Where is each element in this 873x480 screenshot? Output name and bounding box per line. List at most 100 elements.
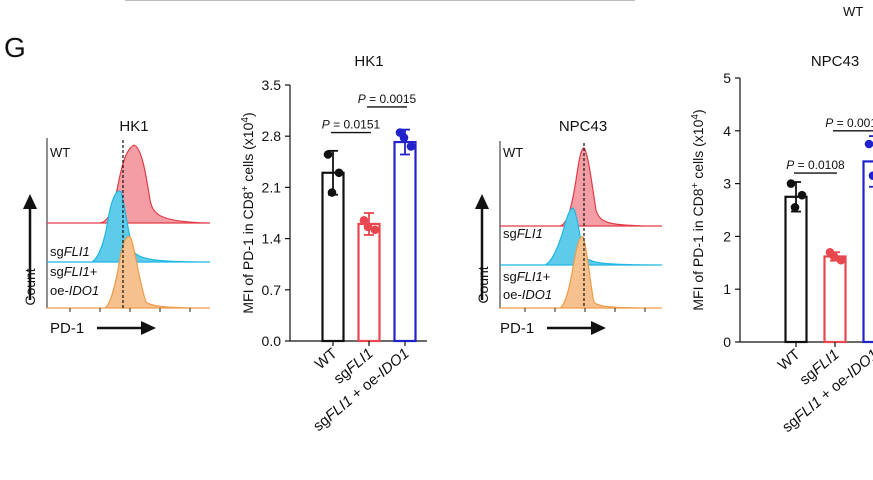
sgfli1-oe-ido1-histogram-curve [500,236,663,309]
data-point [868,171,873,180]
track-label-oe-line2-plain: oe- [50,283,69,298]
bar [823,255,847,344]
data-point [406,142,416,151]
count-arrow-head [475,194,489,209]
y-label-sup: 4 [690,114,701,120]
y-tick-label: 1 [723,281,731,297]
y-label-part: cells (x10 [690,119,706,182]
p-symbol: P [786,158,794,172]
y-tick-label: 2.8 [262,128,282,144]
track-label-oe-line2: oe-IDO1 [503,287,552,302]
data-point [864,139,873,149]
data-point [399,133,409,142]
pd1-axis-label: PD-1 [500,320,534,337]
count-axis-label: Count [475,266,491,303]
count-axis-label: Count [22,268,38,305]
y-label-sup: + [240,185,251,191]
track-label-oe-line2: oe-IDO1 [50,283,99,298]
chart-title: HK1 [354,53,383,70]
y-tick-label: 0.7 [262,282,282,298]
data-point [836,255,846,265]
track-label-oe-line2-plain: oe- [503,287,522,302]
x-category-label: WT [775,346,804,374]
data-point [797,190,807,200]
histogram-npc43: NPC43 WT sgFLI1 sgFLI1+ oe-IDO1 Count PD… [475,118,663,337]
panel-letter: G [4,32,26,63]
p-value-label: P = 0.0108 [786,158,845,172]
track-label-sgfli1-plain: sg [50,244,64,259]
p-symbol: P [322,118,330,132]
count-arrow-head [23,194,37,209]
data-point [786,179,796,188]
p-value-label: P = 0.0010 [825,116,873,130]
data-point [790,203,800,212]
y-tick-label: 2 [723,228,731,244]
wt-histogram-curve [500,147,663,227]
data-point [359,216,369,225]
y-axis-label: MFI of PD-1 in CD8+ cells (x104) [240,112,257,313]
y-tick-label: 0 [723,334,731,350]
data-point [323,150,333,159]
corner-label: WT [843,4,863,19]
histogram-title: HK1 [119,118,148,135]
track-label-sgfli1-plain: sg [503,226,517,241]
p-value-label: P = 0.0015 [358,92,417,106]
track-label-sgfli1-italic: FLI1 [64,244,90,259]
histogram-x-ticks [524,308,646,312]
y-tick-label: 3.5 [262,77,282,93]
histogram-title: NPC43 [559,118,607,135]
track-label-wt: WT [503,145,523,160]
p-value: = 0.0015 [366,92,417,106]
bar-chart-npc43: NPC43 0 1 2 3 4 5 MFI of PD-1 in CD8+ cells (x1… [690,53,873,436]
data-point [370,225,380,235]
y-tick-label: 0.0 [262,333,282,349]
sgfli1-oe-ido1-histogram-curve [47,236,211,309]
p-value-label: P = 0.0151 [322,118,381,132]
y-tick-label: 5 [723,70,731,86]
track-label-oe-line2-italic: IDO1 [522,287,552,302]
data-point [363,222,373,232]
track-label-sgfli1-italic: FLI1 [517,226,543,241]
y-label-part: ) [240,112,256,117]
p-symbol: P [358,92,366,106]
wt-histogram-curve [47,144,211,224]
bar [862,160,873,344]
p-value: = 0.0108 [794,158,845,172]
y-tick-label: 3 [723,176,731,192]
data-point [829,252,839,261]
chart-title: NPC43 [811,53,859,70]
pd1-axis-label: PD-1 [50,320,84,337]
y-label-sup: + [690,182,701,188]
y-tick-label: 4 [723,123,731,139]
y-label-part: ) [690,109,706,114]
bar-chart-hk1: HK1 0.0 0.7 1.4 2.1 2.8 3.5 MFI of PD-1 in CD8+… [240,53,427,435]
y-tick-label: 1.4 [262,231,282,247]
bar [784,195,808,344]
y-label-part: MFI of PD-1 in CD8 [690,188,706,310]
track-label-oe-plain: sg [50,264,64,279]
y-tick-label: 2.1 [262,179,282,195]
pd1-arrow-head [591,321,606,335]
y-label-part: cells (x10 [240,122,256,185]
p-value: = 0.0151 [330,118,381,132]
p-symbol: P [825,116,833,130]
track-label-oe-line2-italic: IDO1 [69,283,99,298]
track-label-oe-plain: sg [503,269,517,284]
y-label-part: MFI of PD-1 in CD8 [240,191,256,313]
track-label-oe-italic: FLI1 [64,264,90,279]
y-axis-label: MFI of PD-1 in CD8+ cells (x104) [690,109,707,310]
histogram-hk1: HK1 WT sgFLI1 sgFLI1+ oe-IDO1 Count PD-1 [22,118,211,337]
data-point [327,188,337,197]
track-label-sgfli1: sgFLI1 [50,244,90,259]
track-label-sgfli1: sgFLI1 [503,226,543,241]
track-label-oe-line1: sgFLI1+ [503,269,550,284]
track-label-oe-italic: FLI1 [517,269,543,284]
bar [393,140,417,343]
track-label-oe-suffix: + [90,264,98,279]
category-italic: IDO1 [375,345,413,381]
p-value: = 0.0010 [833,116,873,130]
data-point [334,168,344,178]
bar [321,171,345,343]
pd1-arrow-head [141,321,156,335]
